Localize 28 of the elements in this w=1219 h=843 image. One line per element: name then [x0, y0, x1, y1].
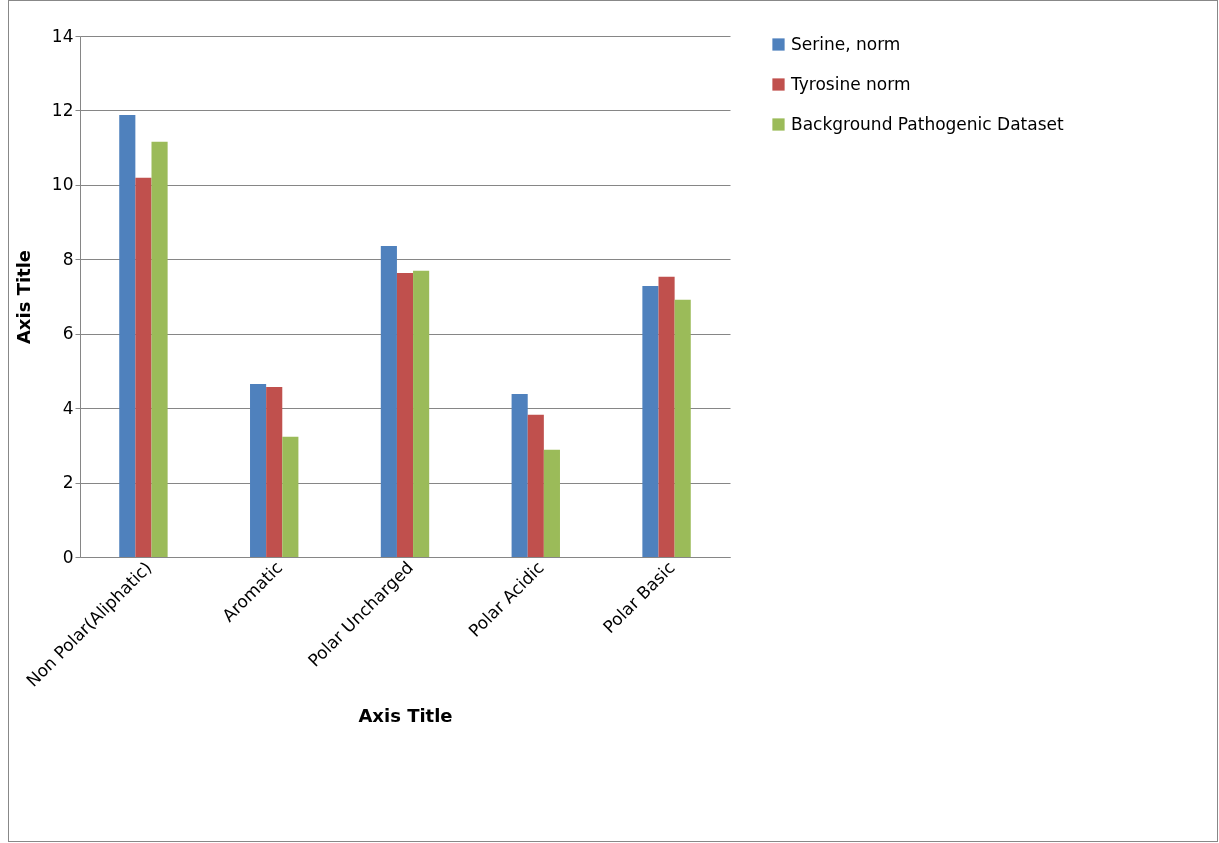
- x-axis-title: Axis Title: [358, 704, 453, 726]
- y-tick-label: 2: [62, 472, 74, 493]
- y-tick-label: 0: [62, 546, 74, 567]
- bar: [380, 245, 397, 557]
- bar: [674, 299, 691, 557]
- bar: [135, 177, 152, 557]
- y-tick-label: 12: [51, 99, 74, 120]
- legend-label: Background Pathogenic Dataset: [791, 113, 1064, 134]
- bar: [511, 394, 528, 557]
- bar: [642, 286, 659, 557]
- y-tick-label: 10: [51, 174, 74, 195]
- y-tick-label: 14: [51, 25, 74, 46]
- y-axis-title: Axis Title: [12, 249, 34, 345]
- y-tick-label: 4: [62, 397, 74, 418]
- bar: [396, 273, 414, 557]
- bar: [151, 141, 168, 557]
- bar: [413, 270, 430, 557]
- bar: [543, 449, 560, 557]
- bar: [527, 414, 544, 557]
- y-tick-label: 8: [62, 248, 74, 269]
- bar: [119, 114, 136, 557]
- bar: [266, 386, 283, 557]
- legend-label: Serine, norm: [791, 33, 901, 54]
- y-tick-label: 6: [62, 323, 74, 344]
- bar: [250, 383, 267, 557]
- legend-label: Tyrosine norm: [790, 73, 911, 94]
- bar: [282, 436, 299, 557]
- bar: [658, 276, 675, 557]
